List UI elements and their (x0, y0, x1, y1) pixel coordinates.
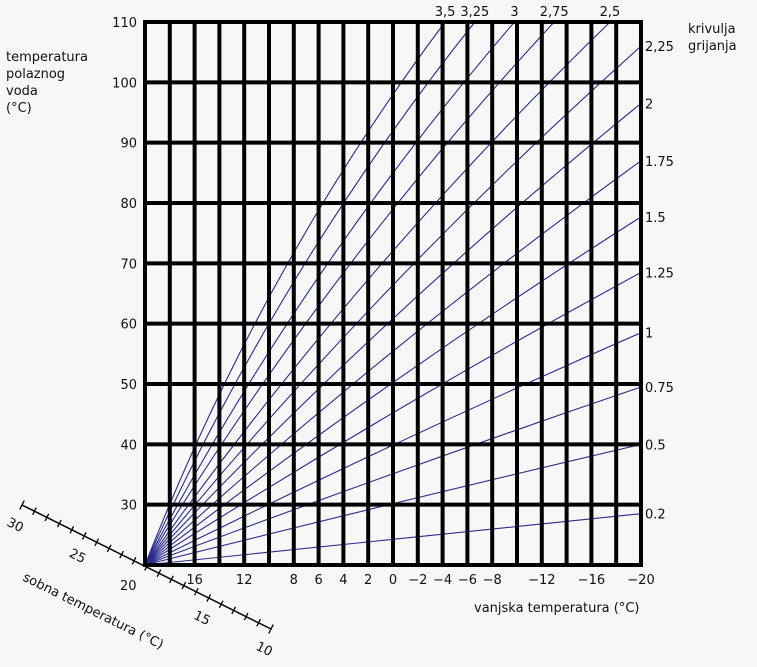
room-axis-tick (44, 513, 50, 522)
curve-label: 1.5 (645, 211, 666, 226)
room-axis-tick (193, 587, 199, 596)
heating-curve-2.5 (144, 21, 611, 566)
room-axis-label: 15 (191, 608, 213, 629)
curve-label: 3,5 (435, 5, 456, 20)
x-tick-label: 2 (364, 573, 372, 588)
y-axis-title: temperatura polaznog voda (°C) (6, 49, 88, 117)
legend-title: krivulja grijanja (688, 21, 737, 55)
x-axis-tick-labels: 16 12 8 6 4 2 0 −2 −4 −6 −8 −12 −16 −20 (186, 573, 654, 588)
room-axis-tick (106, 544, 112, 553)
y-axis-title-line: (°C) (6, 101, 32, 116)
x-tick-label: −12 (528, 573, 555, 588)
x-tick-label: 0 (389, 573, 397, 588)
heating-curve-3 (144, 21, 515, 566)
y-axis-title-line: polaznog (6, 67, 66, 82)
curve-label: 1 (645, 327, 653, 342)
x-tick-label: −4 (433, 573, 452, 588)
room-axis-tick (81, 532, 87, 540)
room-axis-tick (131, 556, 137, 565)
y-tick-label: 110 (112, 16, 137, 31)
room-axis-tick (69, 525, 75, 534)
x-tick-label: 6 (314, 573, 322, 588)
room-axis-tick (156, 569, 162, 578)
y-tick-label: 50 (120, 378, 137, 393)
x-tick-label: 16 (186, 573, 203, 588)
heating-curve-2.75 (144, 21, 555, 566)
curve-label: 2 (645, 97, 653, 112)
grid (143, 20, 643, 567)
room-axis-tick (206, 594, 212, 602)
y-tick-label: 90 (120, 137, 137, 152)
x-tick-label: −2 (408, 573, 427, 588)
room-axis-tick (94, 538, 100, 547)
y-tick-label: 40 (120, 438, 137, 453)
x-tick-label: −16 (578, 573, 605, 588)
curve-label: 2,75 (540, 5, 569, 20)
room-axis-tick (119, 550, 124, 559)
legend-title-line: krivulja (688, 22, 736, 37)
curve-label: 1.25 (645, 266, 674, 281)
y-tick-label: 80 (120, 197, 137, 212)
x-tick-label: 8 (290, 573, 298, 588)
y-axis-tick-labels: 110 100 90 80 70 60 50 40 30 (112, 16, 137, 514)
curve-label: 3,25 (460, 5, 489, 20)
curve-label: 1.75 (645, 155, 674, 170)
curve-label: 0.5 (645, 438, 666, 453)
y-tick-label: 60 (120, 318, 137, 333)
room-axis-tick (231, 606, 237, 615)
curve-label: 3 (510, 5, 518, 20)
y-axis-title-line: voda (6, 84, 38, 99)
curve-label: 2,25 (645, 40, 674, 55)
curve-label: 2,5 (600, 5, 621, 20)
heating-curve-3.5 (144, 21, 446, 566)
legend-title-line: grijanja (688, 39, 737, 54)
x-tick-label: 4 (339, 573, 347, 588)
x-tick-label: 12 (236, 573, 253, 588)
room-axis-tick (268, 624, 274, 634)
curve-label: 0.2 (645, 508, 666, 523)
room-axis-tick (32, 507, 37, 516)
x-tick-label: −8 (483, 573, 502, 588)
y-axis-title-line: temperatura (6, 50, 88, 65)
room-axis-tick (19, 500, 25, 510)
y-tick-label: 30 (120, 499, 137, 514)
room-axis-tick (256, 618, 261, 627)
x-tick-label: −6 (458, 573, 477, 588)
room-axis-label: 30 (4, 515, 26, 536)
heating-curve-1.25 (144, 271, 642, 566)
room-axis-tick (181, 581, 187, 590)
room-temperature-axis: 30 25 20 15 10 (4, 500, 275, 660)
x-axis-title: vanjska temperatura (°C) (474, 601, 640, 616)
curve-label: 0.75 (645, 381, 674, 396)
y-tick-label: 100 (112, 76, 137, 91)
room-axis-label: 25 (66, 546, 88, 567)
room-axis-label: 10 (253, 639, 275, 660)
y-tick-label: 70 (120, 257, 137, 272)
room-axis-tick (169, 575, 174, 584)
room-axis-tick (218, 600, 224, 609)
room-axis-tick (144, 563, 149, 571)
room-axis-title: sobna temperatura (°C) (20, 570, 166, 653)
room-axis-tick (56, 519, 62, 528)
x-tick-label: −20 (627, 573, 654, 588)
room-axis-tick (243, 612, 249, 621)
room-axis-label: 20 (120, 579, 137, 594)
curve-labels: 0.2 0.5 0.75 1 1.25 1.5 1.75 2 2,25 2,5 2,75 3 3,25 3… (435, 5, 674, 523)
